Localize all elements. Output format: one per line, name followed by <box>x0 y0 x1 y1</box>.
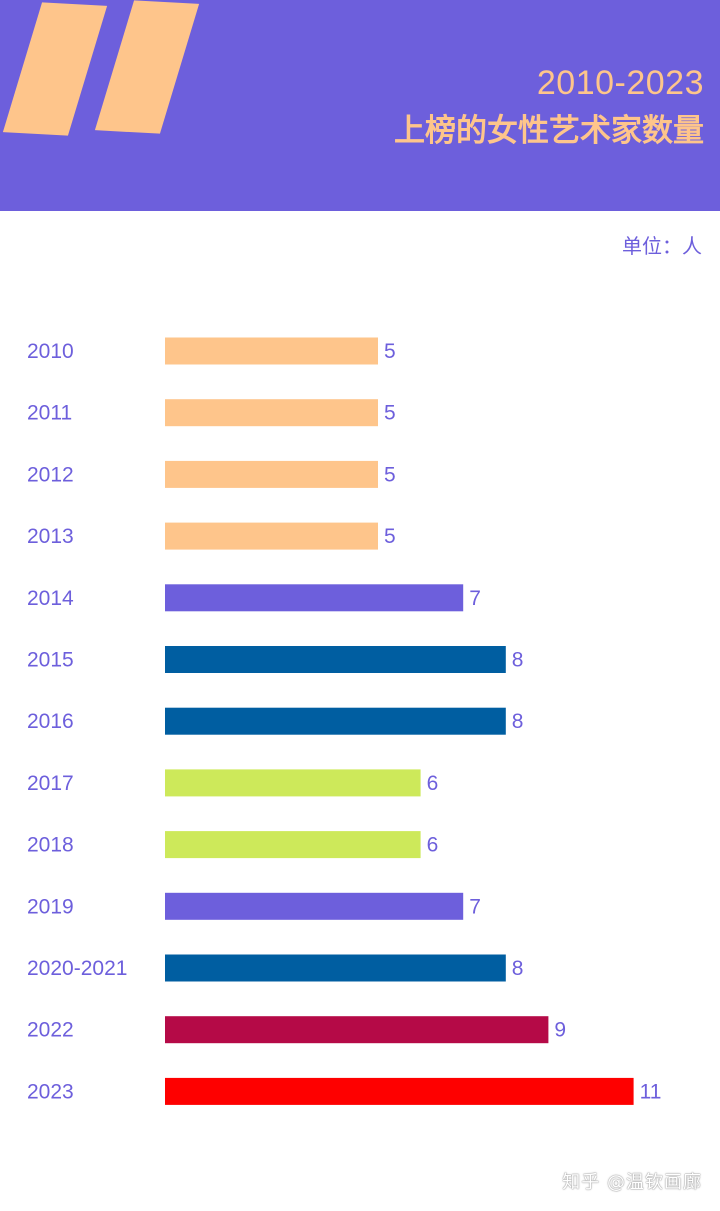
bar-value-label: 8 <box>512 710 524 733</box>
year-label: 2011 <box>27 402 72 425</box>
bar-value-label: 6 <box>427 772 439 795</box>
bar-value-label: 5 <box>384 463 396 486</box>
bar <box>165 522 378 550</box>
bar <box>165 646 506 673</box>
bar <box>165 892 464 920</box>
bar-value-label: 5 <box>384 340 396 363</box>
year-label: 2020-2021 <box>27 957 127 980</box>
bar-value-label: 8 <box>512 957 524 980</box>
unit-label: 单位：人 <box>622 234 702 258</box>
bar-value-label: 8 <box>512 649 524 672</box>
bar <box>165 399 378 427</box>
bar <box>165 1077 634 1105</box>
bar <box>165 337 378 365</box>
year-label: 2019 <box>27 895 74 918</box>
quote-mark-right-stroke <box>94 0 200 134</box>
bar <box>165 707 506 735</box>
bar <box>165 769 421 797</box>
bar-value-label: 6 <box>427 834 439 857</box>
year-label: 2015 <box>27 649 74 672</box>
bar <box>165 831 421 859</box>
bar <box>165 954 506 982</box>
quote-mark-left-stroke <box>2 2 108 136</box>
bar-value-label: 11 <box>640 1080 662 1103</box>
year-label: 2016 <box>27 710 74 733</box>
chart-title: 上榜的女性艺术家数量 <box>394 113 704 149</box>
year-label: 2013 <box>27 525 74 548</box>
bar-value-label: 5 <box>384 525 396 548</box>
bar-value-label: 9 <box>554 1019 566 1042</box>
year-label: 2018 <box>27 834 74 857</box>
bar-value-label: 7 <box>469 895 481 918</box>
year-label: 2014 <box>27 587 74 610</box>
bar <box>165 460 378 488</box>
chart-header: 2010-2023 上榜的女性艺术家数量 <box>0 0 720 211</box>
chart-subtitle: 2010-2023 <box>536 64 704 102</box>
year-label: 2023 <box>27 1080 74 1103</box>
year-label: 2010 <box>27 340 74 363</box>
year-label: 2022 <box>27 1019 74 1042</box>
bar-value-label: 7 <box>469 587 481 610</box>
watermark: 知乎 @温钦画廊 <box>562 1172 702 1193</box>
year-label: 2012 <box>27 463 74 486</box>
bar <box>165 584 464 612</box>
bar <box>165 1016 549 1044</box>
year-label: 2017 <box>27 772 74 795</box>
bar-value-label: 5 <box>384 402 396 425</box>
